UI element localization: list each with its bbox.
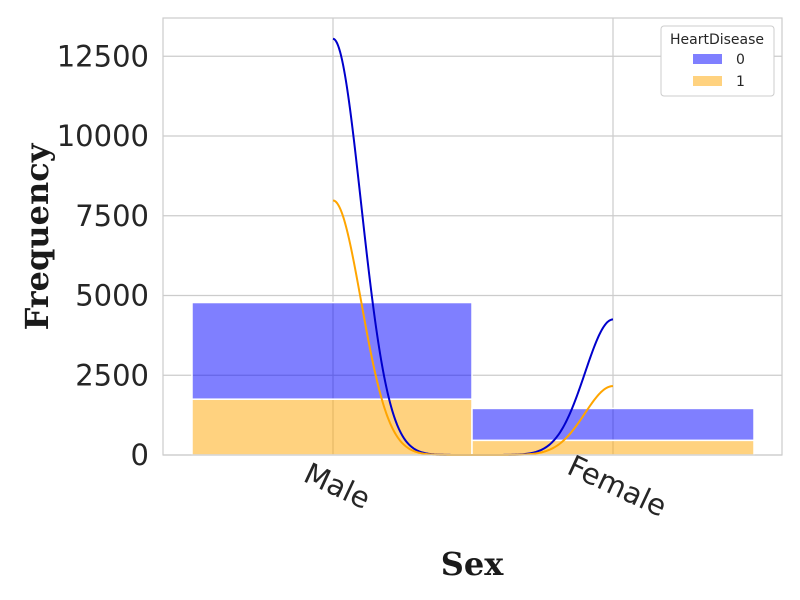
bar-female-series-1 <box>471 439 755 456</box>
y-tick-label: 0 <box>131 438 149 472</box>
legend-swatch-0 <box>693 54 722 64</box>
y-tick-label: 7500 <box>75 199 149 233</box>
y-tick-labels: 0 2500 5000 7500 10000 12500 <box>57 39 149 472</box>
x-tick-labels: Male Female <box>299 448 672 523</box>
y-tick-label: 10000 <box>57 119 149 153</box>
x-tick-label: Female <box>563 448 672 523</box>
x-tick-label: Male <box>299 456 376 516</box>
x-axis-title: Sex <box>441 545 504 583</box>
bar-female-series-0 <box>471 407 755 442</box>
y-tick-label: 5000 <box>75 279 149 313</box>
y-tick-label: 12500 <box>57 39 149 73</box>
bar-male-series-1 <box>191 398 473 456</box>
legend: HeartDisease 0 1 <box>660 25 775 97</box>
legend-swatch-1 <box>693 76 722 86</box>
plot-frame <box>162 17 783 456</box>
legend-title: HeartDisease <box>670 32 764 48</box>
legend-label-0: 0 <box>736 52 745 68</box>
y-axis-title: Frequency <box>18 142 56 330</box>
bars <box>191 301 755 456</box>
bar-male-series-0 <box>191 301 473 400</box>
legend-label-1: 1 <box>736 74 745 90</box>
y-tick-label: 2500 <box>75 358 149 392</box>
